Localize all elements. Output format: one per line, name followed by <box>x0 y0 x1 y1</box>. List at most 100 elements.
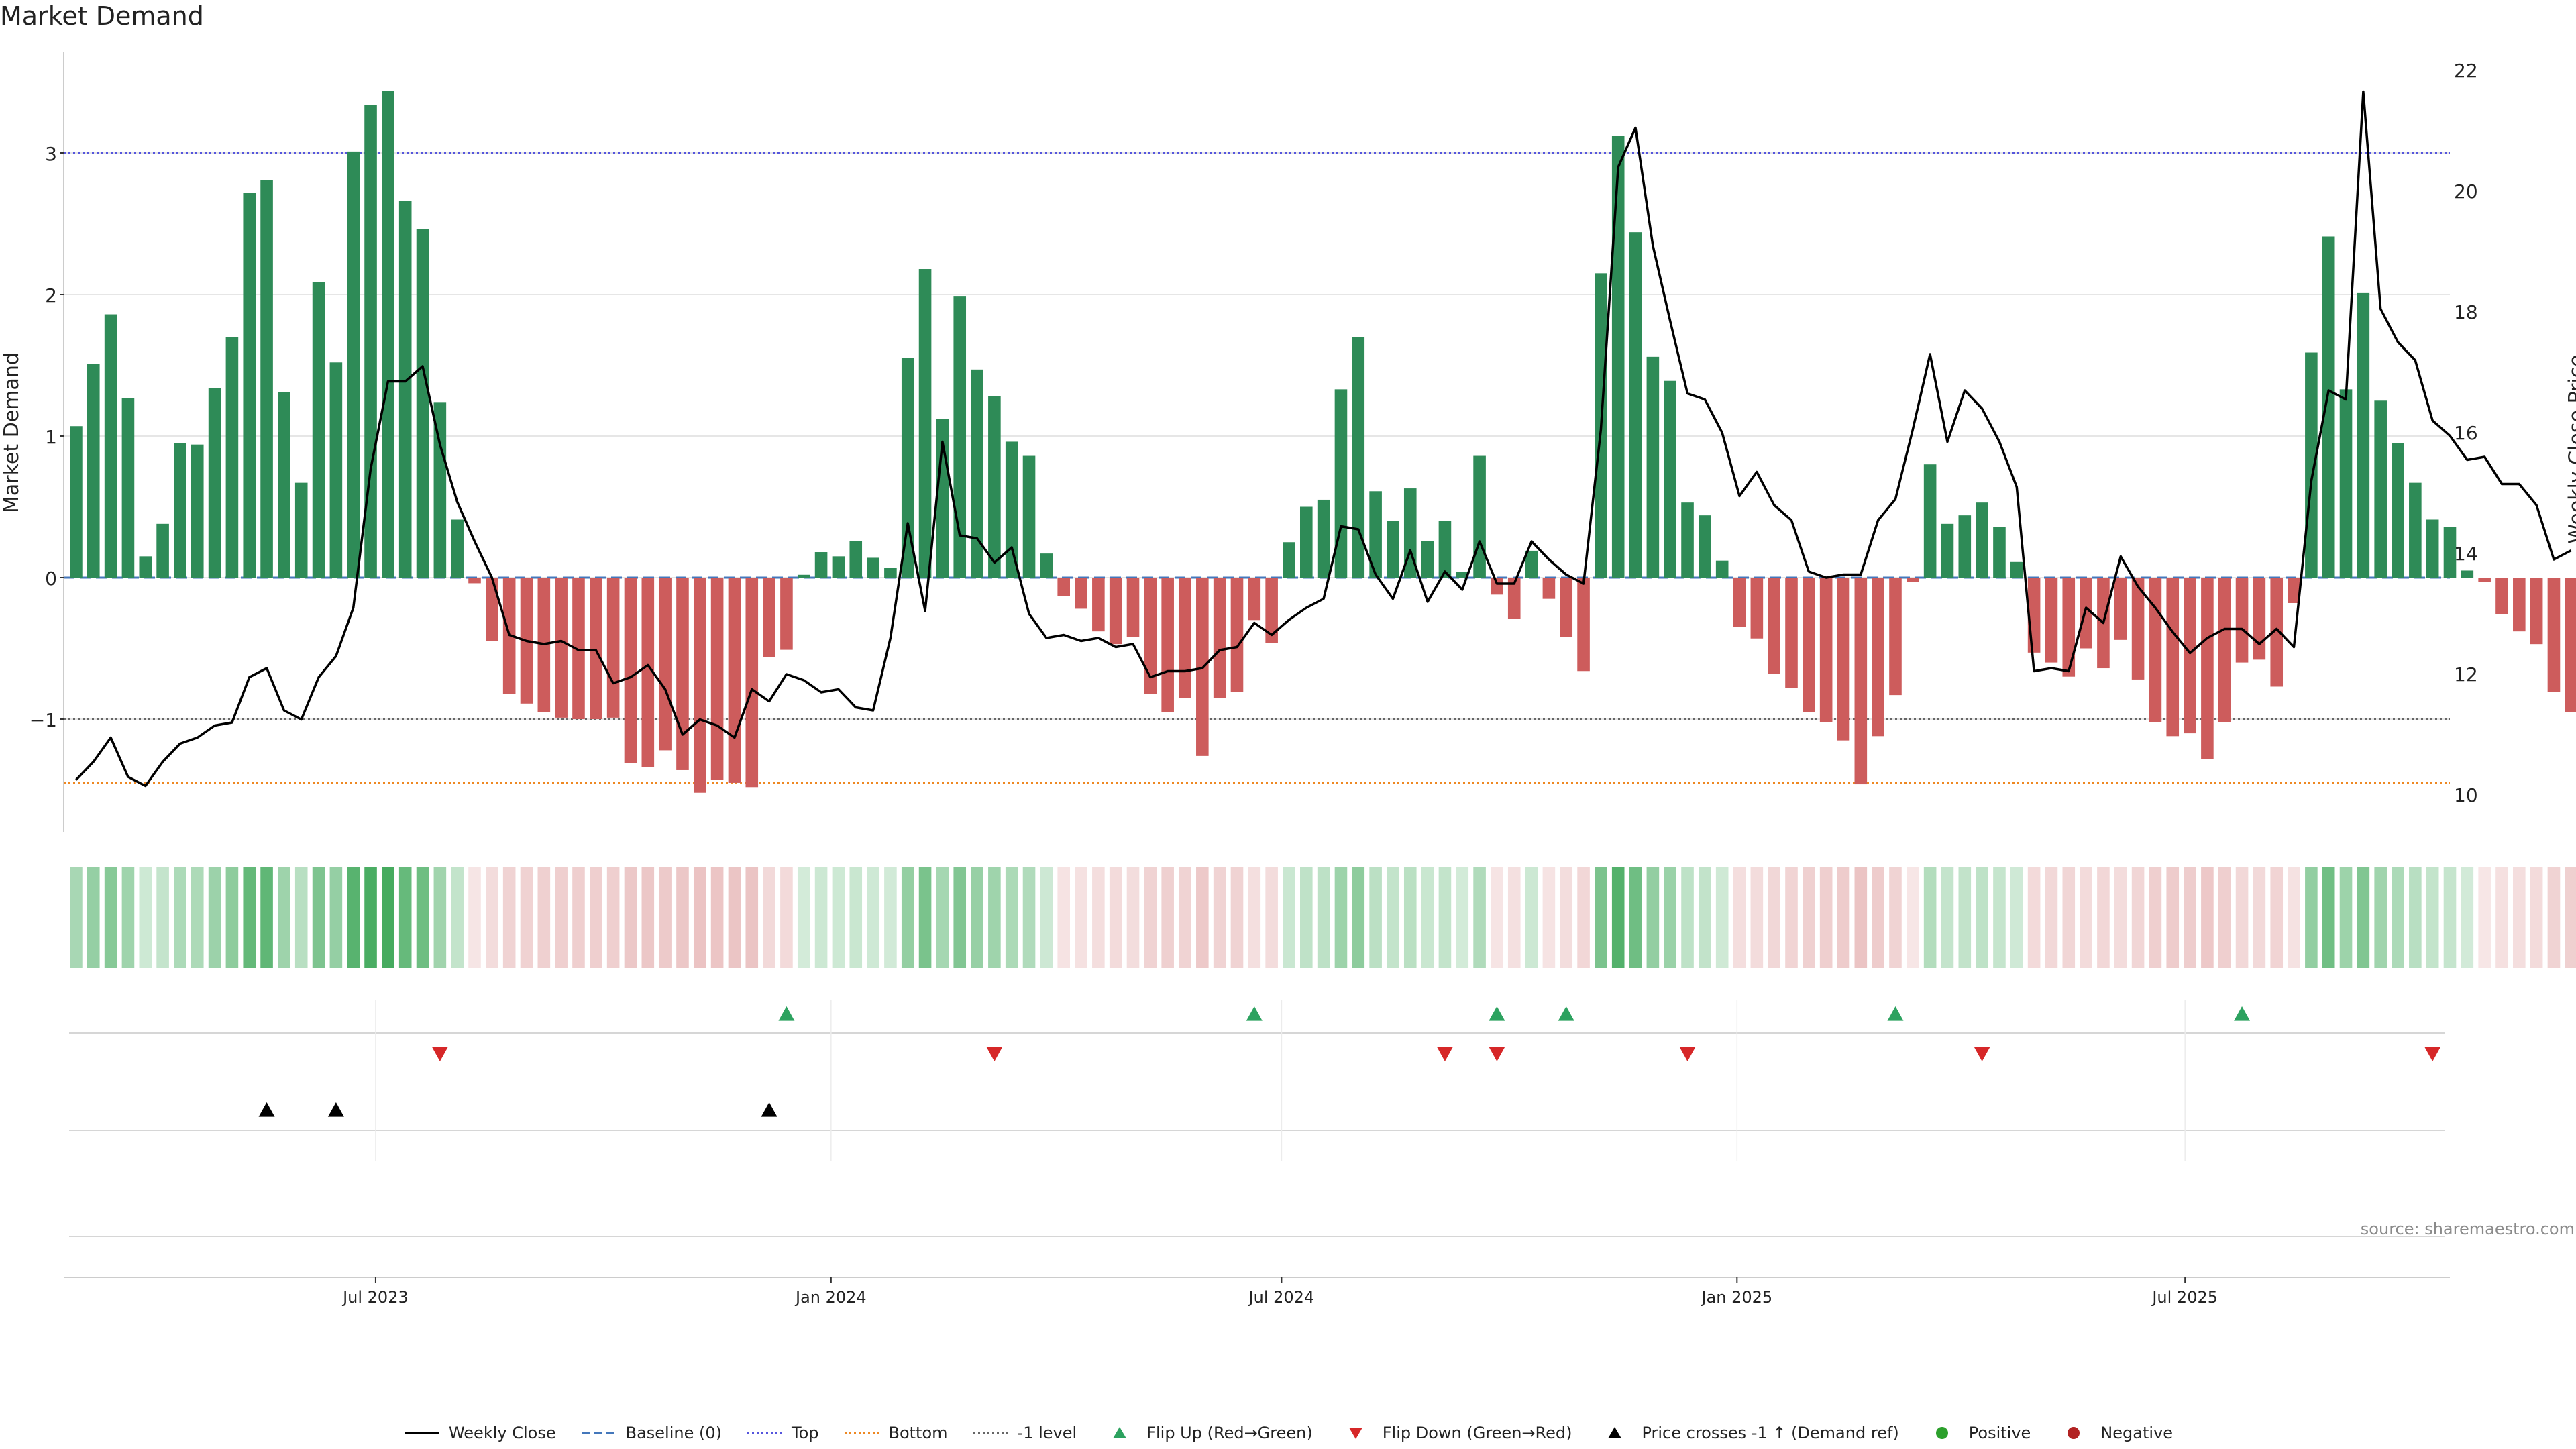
positive-bar <box>1629 232 1642 578</box>
flip-down-marker <box>986 1046 1003 1061</box>
negative-bar <box>2513 578 2526 632</box>
positive-bar <box>814 552 828 578</box>
heat-cell <box>2184 867 2196 968</box>
positive-bar <box>1352 337 1365 578</box>
heat-cell <box>2530 867 2543 968</box>
positive-bar <box>1299 506 1313 578</box>
positive-bar <box>1993 527 2006 578</box>
positive-bar <box>953 296 967 578</box>
heat-cell <box>329 867 343 968</box>
negative-bar <box>2080 578 2092 649</box>
heat-cell <box>1283 867 1295 968</box>
negative-bar <box>2149 578 2162 722</box>
heat-cell <box>590 867 602 968</box>
y2-tick-label: 14 <box>2454 543 2478 565</box>
negative-bar <box>710 578 724 780</box>
heat-cell <box>2080 867 2092 968</box>
y2-axis-label: Weekly Close Price <box>2565 354 2576 544</box>
legend-item: Bottom <box>843 1424 948 1442</box>
heat-cell <box>1334 867 1348 968</box>
heat-cell <box>2027 867 2041 968</box>
positive-bar <box>1715 560 1729 578</box>
positive-bar <box>832 556 845 578</box>
heat-cell <box>901 867 914 968</box>
legend-item: Negative <box>2055 1424 2173 1442</box>
heat-cell <box>1456 867 1469 968</box>
positive-bar <box>1317 499 1330 578</box>
positive-bar <box>382 91 394 578</box>
positive-bar <box>1334 389 1348 578</box>
heat-cell <box>1907 867 1919 968</box>
heat-cell <box>624 867 637 968</box>
heat-cell <box>572 867 585 968</box>
heat-cell <box>1387 867 1399 968</box>
heat-cell <box>763 867 775 968</box>
heat-cell <box>382 867 394 968</box>
heat-cell <box>1265 867 1278 968</box>
positive-bar <box>1369 491 1382 578</box>
positive-bar <box>121 398 135 578</box>
weekly-close-series <box>75 90 2572 788</box>
heat-cell <box>416 867 429 968</box>
heat-cell <box>1352 867 1365 968</box>
heat-cell <box>832 867 845 968</box>
heat-cell <box>1005 867 1018 968</box>
positive-bar <box>1005 441 1018 578</box>
heat-cell <box>2218 867 2231 968</box>
heat-cell <box>988 867 1001 968</box>
price-cross-marker <box>761 1102 777 1117</box>
positive-bar <box>1456 572 1469 578</box>
negative-bar <box>1837 578 1850 741</box>
heat-cell <box>2409 867 2422 968</box>
heat-cell <box>1854 867 1868 968</box>
negative-bar <box>676 578 689 770</box>
y2-tick-label: 22 <box>2454 60 2478 82</box>
heat-cell <box>260 867 273 968</box>
negative-bar <box>1109 578 1122 645</box>
heat-cell <box>468 867 481 968</box>
heat-cell <box>139 867 152 968</box>
heat-cell <box>971 867 983 968</box>
positive-bar <box>104 314 117 578</box>
positive-bar <box>191 444 204 578</box>
flip-down-marker <box>2424 1046 2441 1061</box>
heat-cell <box>502 867 516 968</box>
negative-bar <box>728 578 741 783</box>
positive-bar <box>1421 541 1434 578</box>
flip-up-marker <box>1246 1006 1263 1021</box>
positive-bar <box>1941 523 1954 578</box>
heat-cell <box>2270 867 2284 968</box>
legend-item: Price crosses -1 ↑ (Demand ref) <box>1596 1424 1899 1442</box>
positive-bar <box>1611 136 1625 578</box>
legend-label: Flip Down (Green→Red) <box>1382 1424 1572 1442</box>
y2-tick-label: 20 <box>2454 180 2478 203</box>
negative-bar <box>1768 578 1780 674</box>
heat-cell <box>2045 867 2058 968</box>
heat-cell <box>1109 867 1122 968</box>
positive-bar <box>1664 380 1677 578</box>
positive-bar <box>243 193 256 578</box>
heat-cell <box>1837 867 1850 968</box>
positive-bar <box>1958 515 1972 578</box>
heat-cell <box>1941 867 1954 968</box>
positive-bar <box>156 523 169 578</box>
legend-label: Positive <box>1968 1424 2031 1442</box>
x-axis: Jul 2023 Jan 2024 Jul 2024 Jan 2025 Jul 2025 <box>64 1277 2450 1307</box>
heat-cell <box>1022 867 1036 968</box>
event-markers <box>69 1000 2445 1237</box>
heat-cell <box>2235 867 2249 968</box>
heat-cell <box>1369 867 1382 968</box>
negative-bar <box>1785 578 1798 688</box>
heat-cell <box>1629 867 1642 968</box>
dotted-line-icon <box>844 1432 879 1434</box>
heat-cell <box>2339 867 2353 968</box>
positive-bar <box>1699 515 1711 578</box>
positive-bar <box>2461 570 2474 578</box>
positive-bar <box>1438 521 1452 578</box>
negative-bar <box>2253 578 2266 660</box>
x-tick-label: Jan 2025 <box>1700 1288 1772 1307</box>
heat-cell <box>2201 867 2214 968</box>
legend-label: Negative <box>2100 1424 2174 1442</box>
positive-bar <box>2426 519 2439 578</box>
heat-cell <box>1092 867 1105 968</box>
